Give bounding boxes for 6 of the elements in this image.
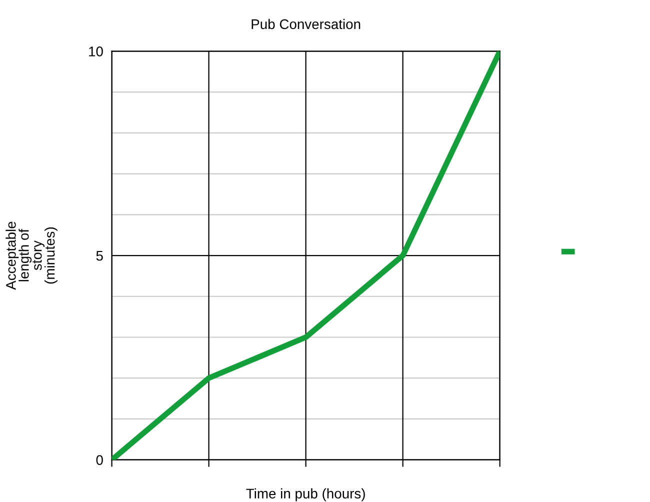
y-axis-title: Acceptable length of story (minutes): [6, 222, 58, 290]
chart-title: Pub Conversation: [252, 18, 360, 30]
y-tick-label: 0: [96, 455, 103, 465]
y-tick-label: 10: [89, 46, 103, 56]
y-tick-label: 5: [96, 250, 103, 261]
x-axis-title: Time in pub (hours): [246, 488, 365, 502]
